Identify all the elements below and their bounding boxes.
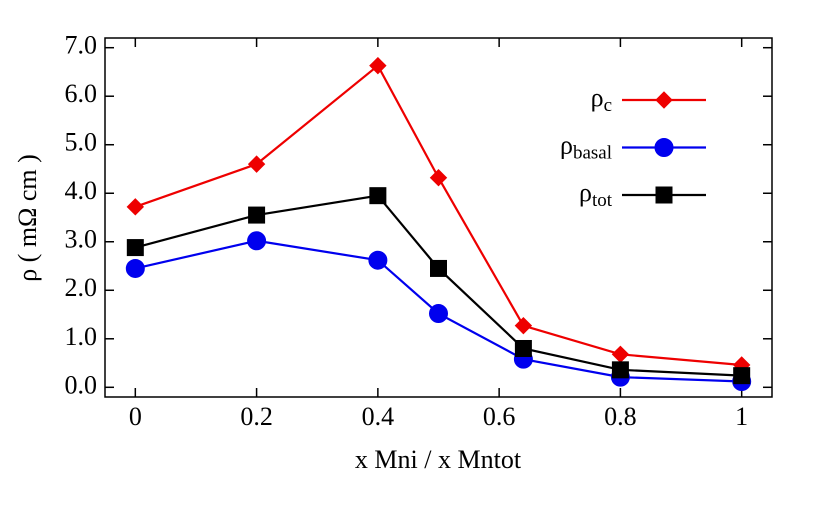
y-tick-label: 0.0 [65, 370, 98, 399]
x-tick-label: 0.6 [483, 402, 516, 431]
marker [429, 169, 448, 187]
legend-label: ρtot [579, 178, 613, 211]
marker [369, 56, 387, 75]
y-axis-label: ρ ( mΩ cm ) [13, 154, 42, 282]
x-tick-label: 0.2 [240, 402, 273, 431]
marker [247, 155, 266, 173]
marker [611, 361, 629, 379]
marker [611, 345, 630, 364]
legend-label: ρbasal [560, 130, 612, 163]
marker [514, 339, 532, 357]
marker [514, 316, 533, 335]
plot-frame [104, 37, 773, 398]
legend-marker [655, 91, 673, 109]
x-tick-label: 0.8 [604, 402, 637, 431]
marker [369, 187, 387, 205]
legend-marker [655, 186, 673, 204]
y-tick-label: 2.0 [65, 273, 98, 302]
y-tick-label: 1.0 [65, 322, 98, 351]
y-tick-label: 7.0 [65, 31, 98, 60]
x-tick-label: 0 [129, 402, 142, 431]
x-axis-label: x Mni / x Mntot [355, 445, 522, 474]
marker [126, 198, 145, 216]
x-tick-label: 0.4 [362, 402, 395, 431]
marker [429, 304, 448, 324]
marker [733, 367, 751, 385]
legend-marker [654, 138, 674, 157]
marker [430, 259, 447, 277]
y-tick-label: 6.0 [65, 79, 98, 108]
marker [247, 231, 267, 251]
y-tick-label: 3.0 [65, 225, 98, 254]
marker [126, 239, 144, 257]
y-tick-label: 5.0 [65, 128, 98, 157]
marker [368, 250, 388, 270]
legend-label: ρc [591, 83, 612, 116]
marker [125, 258, 145, 278]
series-line [135, 194, 742, 377]
x-tick-label: 1 [735, 402, 748, 431]
y-tick-label: 4.0 [65, 176, 98, 205]
marker [248, 206, 266, 224]
